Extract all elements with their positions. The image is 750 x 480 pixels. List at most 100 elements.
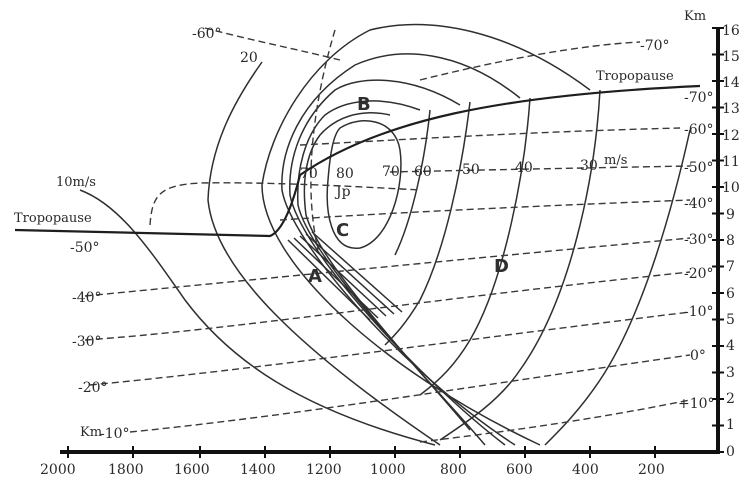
isotach-label-80: 80 (336, 166, 354, 182)
isotach-label-30: 30 (580, 158, 598, 174)
isotach-70 (303, 111, 471, 431)
isotherm-labels-left: -60° -50° -40° -30° -20° -10° (70, 26, 222, 442)
isotach-labels: 70 80 70 60 50 40 30 20 (240, 50, 598, 182)
x-tick-1800: 1800 (108, 462, 144, 478)
isotherm-minus20 (89, 311, 691, 386)
tropopause-right-label: Tropopause (596, 69, 674, 84)
isotach-d-40 (419, 97, 531, 396)
y-tick-2: 2 (726, 391, 735, 407)
x-tick-1400: 1400 (240, 462, 276, 478)
y-tick-13: 13 (722, 101, 740, 117)
isotach-10 (79, 189, 436, 446)
y-tick-10: 10 (722, 180, 740, 196)
isotherm-right-minus60: -60° (684, 122, 714, 138)
y-tick-15: 15 (722, 49, 740, 65)
x-tick-1600: 1600 (174, 462, 210, 478)
y-axis-ticks (712, 27, 724, 453)
tropopause-left-line (14, 174, 302, 238)
y-tick-7: 7 (726, 259, 735, 275)
x-tick-2000: 2000 (40, 462, 76, 478)
isotach-40 (281, 53, 521, 446)
x-axis (60, 446, 720, 458)
y-tick-16: 16 (722, 23, 740, 39)
isotherm-cross (310, 29, 336, 251)
x-tick-400: 400 (572, 462, 599, 478)
isotherm-left-minus10: -10° (100, 426, 130, 442)
y-tick-4: 4 (726, 338, 735, 354)
isotherm-left-minus30: -30° (72, 334, 102, 350)
isotherm-right-minus30: -30° (684, 232, 714, 248)
isotherm-right-minus70-top: -70° (640, 38, 670, 54)
isotherm-lines (84, 27, 691, 443)
isotherm-left-minus60: -60° (192, 26, 222, 42)
x-axis-unit: Km (80, 425, 102, 440)
isotherm-right-minus20: -20° (684, 266, 714, 282)
x-tick-200: 200 (638, 462, 665, 478)
y-tick-6: 6 (726, 286, 735, 302)
isotherm-left-minus40: -40° (72, 290, 102, 306)
wind-unit-left: 10m/s (56, 175, 96, 190)
isotach-d-50 (384, 101, 471, 346)
region-c: C (336, 220, 349, 241)
y-tick-12: 12 (722, 128, 740, 144)
isotherm-right-minus50: -50° (684, 160, 714, 176)
y-tick-11: 11 (722, 154, 740, 170)
isotherm-left-minus20: -20° (78, 380, 108, 396)
y-tick-14: 14 (722, 75, 740, 91)
isotach-label-40: 40 (515, 160, 533, 176)
y-tick-3: 3 (726, 365, 735, 381)
tropopause-left-label: Tropopause (14, 211, 92, 226)
isotach-30-outer (261, 23, 591, 446)
tropopause-right-line (299, 84, 701, 176)
isotach-label-20: 20 (240, 50, 258, 66)
y-tick-8: 8 (726, 233, 735, 249)
isotach-label-70-right: 70 (382, 164, 400, 180)
isotherm-right-minus70: -70° (684, 90, 714, 106)
isotherm-minus10 (129, 354, 691, 433)
isotherm-right-0: 0° (690, 348, 706, 364)
wind-unit-right: m/s (604, 153, 627, 168)
x-tick-labels: 2000 1800 1600 1400 1200 1000 800 600 40… (40, 462, 665, 478)
x-tick-600: 600 (506, 462, 533, 478)
isotherm-left-minus50: -50° (70, 240, 100, 256)
region-d: D (494, 256, 509, 277)
x-tick-1000: 1000 (370, 462, 406, 478)
isotach-right-edge (544, 129, 691, 446)
isotach-50 (289, 79, 506, 446)
isotach-d-60 (394, 109, 431, 256)
isotherm-minus40 (84, 237, 691, 297)
region-a: A (308, 266, 322, 287)
isotach-label-50: 50 (462, 162, 480, 178)
tropopause-lines (14, 84, 701, 238)
isotherm-labels-right: -70° -70° -60° -50° -40° -30° -20° -10° … (640, 38, 715, 412)
isotherm-minus60-left (204, 27, 341, 61)
isotherm-minus70-right (419, 41, 641, 81)
isotherm-right-plus10: +10° (678, 396, 715, 412)
isotherm-right-minus10: -10° (684, 304, 714, 320)
frontal-zone-hatching (287, 231, 403, 321)
isotach-label-60: 60 (414, 164, 432, 180)
isotherm-plus10 (419, 399, 691, 443)
isotach-80-loop (326, 120, 402, 249)
isotherm-right-minus40: -40° (684, 196, 714, 212)
isotherm-minus30 (84, 271, 691, 341)
isotach-lines (79, 23, 691, 446)
x-tick-1200: 1200 (306, 462, 342, 478)
x-tick-800: 800 (440, 462, 467, 478)
isotach-label-70-left: 70 (300, 166, 318, 182)
y-axis-unit: Km (684, 9, 706, 24)
isotherm-rhs-minus60 (299, 127, 681, 146)
isotherm-minus50 (149, 182, 421, 226)
y-tick-labels: 0 1 2 3 4 5 6 7 8 9 10 11 12 13 14 15 16 (722, 23, 740, 460)
y-tick-9: 9 (726, 207, 735, 223)
region-b: B (357, 94, 371, 115)
isotach-d-30 (439, 89, 601, 441)
isotherm-rhs-minus50 (389, 165, 691, 173)
y-tick-0: 0 (726, 444, 735, 460)
isotherm-minus40-upper (279, 199, 691, 221)
y-tick-1: 1 (726, 417, 735, 433)
y-tick-5: 5 (726, 312, 735, 328)
jet-core-label: Jp (334, 184, 351, 200)
isotach-20 (207, 61, 441, 446)
